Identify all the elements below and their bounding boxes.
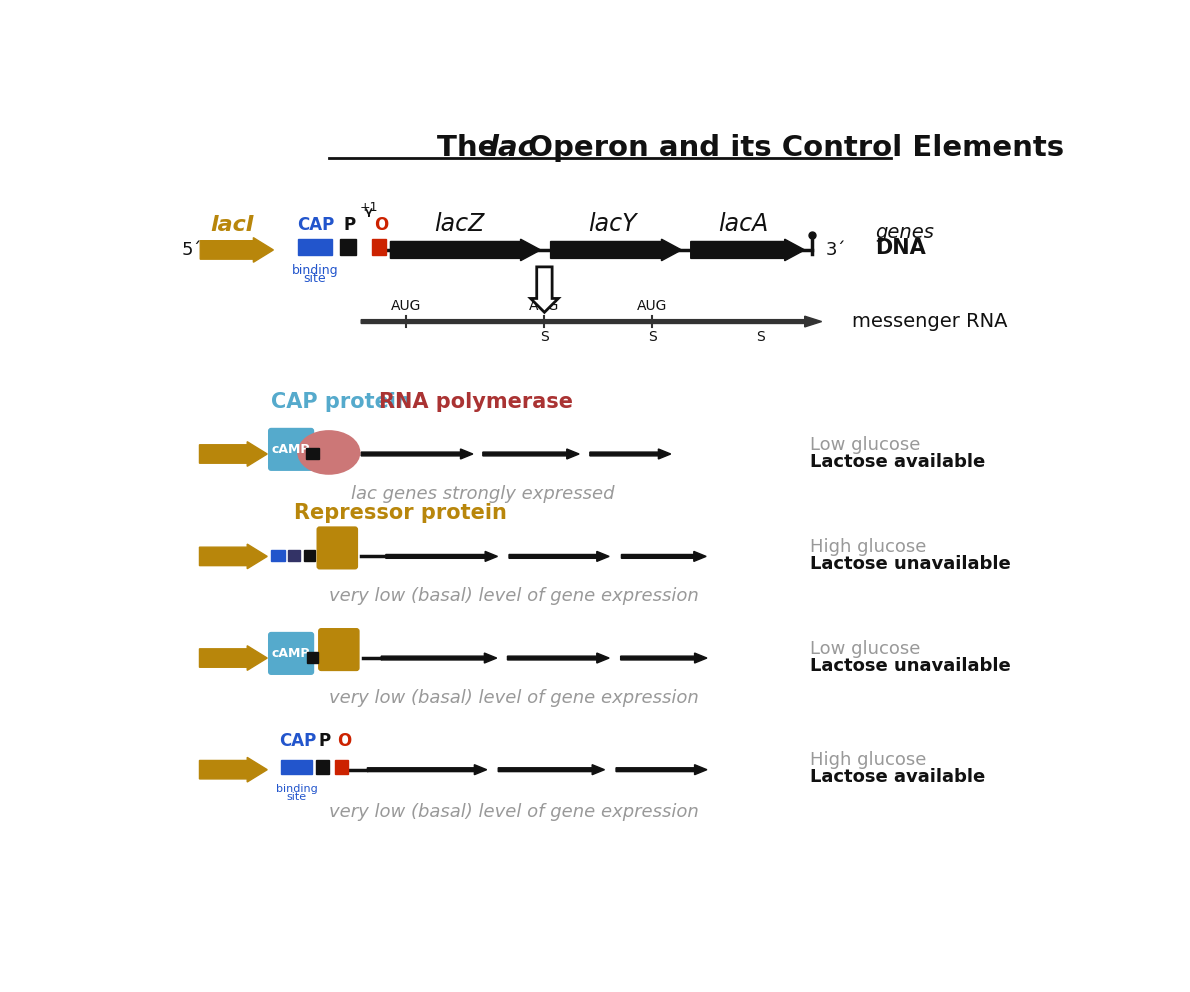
- Polygon shape: [381, 653, 496, 663]
- Polygon shape: [200, 757, 268, 782]
- Polygon shape: [390, 239, 540, 261]
- Text: +1: +1: [359, 201, 378, 214]
- Text: S: S: [756, 330, 764, 344]
- Bar: [281, 761, 312, 775]
- Text: High glucose: High glucose: [810, 752, 927, 770]
- Text: Low glucose: Low glucose: [810, 435, 920, 453]
- Text: lacA: lacA: [718, 211, 769, 236]
- Text: CAP: CAP: [298, 216, 334, 234]
- Text: site: site: [287, 792, 307, 802]
- Polygon shape: [621, 653, 707, 663]
- Polygon shape: [200, 544, 268, 568]
- Text: very low (basal) level of gene expression: very low (basal) level of gene expressio…: [328, 804, 699, 821]
- Polygon shape: [621, 552, 706, 561]
- Text: very low (basal) level of gene expression: very low (basal) level of gene expressio…: [328, 689, 699, 707]
- Text: lacZ: lacZ: [434, 211, 484, 236]
- Text: genes: genes: [876, 223, 934, 242]
- Polygon shape: [368, 765, 487, 775]
- Bar: [298, 239, 332, 255]
- Text: AUG: AUG: [530, 300, 559, 313]
- Text: S: S: [540, 330, 549, 344]
- Bar: [340, 239, 356, 255]
- Text: Low glucose: Low glucose: [810, 640, 920, 658]
- Bar: [372, 239, 386, 255]
- Polygon shape: [362, 449, 472, 459]
- Text: AUG: AUG: [390, 300, 421, 313]
- Text: binding: binding: [276, 784, 318, 794]
- Bar: [336, 761, 347, 775]
- Text: binding: binding: [292, 264, 338, 277]
- Bar: [271, 551, 284, 561]
- Text: lac genes strongly expressed: lac genes strongly expressed: [351, 485, 614, 503]
- Text: lacY: lacY: [588, 211, 637, 236]
- Polygon shape: [386, 552, 497, 561]
- Text: Lactose unavailable: Lactose unavailable: [810, 657, 1010, 675]
- Bar: [307, 447, 319, 458]
- Bar: [307, 652, 318, 663]
- FancyBboxPatch shape: [268, 632, 314, 675]
- Polygon shape: [200, 238, 274, 262]
- Text: RNA polymerase: RNA polymerase: [378, 393, 572, 413]
- Ellipse shape: [298, 431, 361, 475]
- Bar: [288, 551, 300, 561]
- Polygon shape: [616, 765, 707, 775]
- Polygon shape: [200, 441, 268, 466]
- Text: Repressor protein: Repressor protein: [294, 503, 507, 524]
- Text: very low (basal) level of gene expression: very low (basal) level of gene expressio…: [328, 587, 699, 605]
- Text: Lactose available: Lactose available: [810, 769, 985, 787]
- Polygon shape: [551, 239, 682, 261]
- Polygon shape: [509, 552, 609, 561]
- Polygon shape: [531, 267, 558, 312]
- FancyBboxPatch shape: [268, 428, 314, 471]
- Text: cAMP: cAMP: [271, 647, 311, 660]
- Bar: [315, 761, 328, 775]
- Polygon shape: [507, 653, 609, 663]
- Text: The: The: [437, 134, 507, 163]
- FancyBboxPatch shape: [317, 527, 358, 569]
- Text: High glucose: High glucose: [810, 538, 927, 557]
- Text: Lactose unavailable: Lactose unavailable: [810, 556, 1010, 573]
- Polygon shape: [200, 646, 268, 671]
- Text: 3´: 3´: [826, 241, 846, 259]
- Text: CAP protein: CAP protein: [271, 393, 411, 413]
- Text: Operon and its Control Elements: Operon and its Control Elements: [519, 134, 1064, 163]
- Polygon shape: [499, 765, 605, 775]
- Text: O: O: [374, 216, 388, 234]
- Text: Lactose available: Lactose available: [810, 452, 985, 470]
- Text: P: P: [319, 732, 331, 750]
- Text: S: S: [647, 330, 657, 344]
- Text: cAMP: cAMP: [271, 442, 311, 456]
- Text: site: site: [303, 272, 326, 286]
- Bar: [305, 551, 315, 561]
- FancyBboxPatch shape: [318, 628, 359, 672]
- FancyArrow shape: [362, 316, 821, 327]
- Polygon shape: [690, 239, 804, 261]
- Polygon shape: [483, 449, 580, 459]
- Text: messenger RNA: messenger RNA: [852, 312, 1008, 331]
- Text: lacI: lacI: [211, 215, 255, 235]
- Text: lac: lac: [488, 134, 536, 163]
- Text: 5´: 5´: [182, 241, 202, 259]
- Polygon shape: [590, 449, 671, 459]
- Text: O: O: [337, 732, 351, 750]
- Text: CAP: CAP: [280, 732, 317, 750]
- Text: AUG: AUG: [637, 300, 668, 313]
- Text: P: P: [344, 216, 356, 234]
- Text: DNA: DNA: [876, 238, 926, 258]
